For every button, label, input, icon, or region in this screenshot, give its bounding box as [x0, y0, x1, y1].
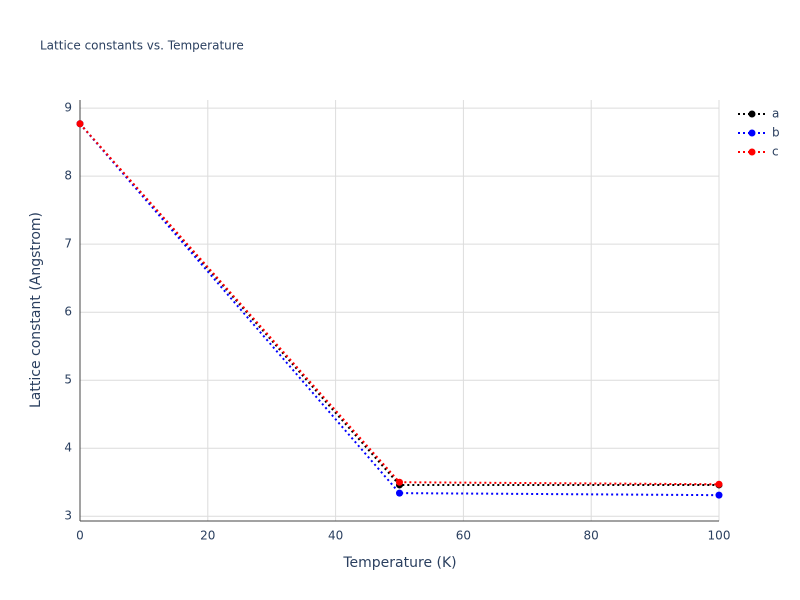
data-point	[715, 480, 723, 488]
series-line	[79, 123, 720, 486]
y-tick-label: 5	[64, 373, 72, 387]
x-tick-label: 20	[200, 529, 215, 543]
x-axis-label: Temperature (K)	[342, 555, 456, 571]
data-point	[76, 120, 84, 128]
y-tick-label: 4	[64, 441, 72, 455]
legend-marker	[748, 129, 756, 137]
y-tick-label: 8	[64, 169, 72, 183]
data-point	[715, 491, 723, 499]
series-line	[79, 123, 720, 497]
x-tick-label: 0	[76, 529, 84, 543]
y-tick-label: 3	[64, 509, 72, 523]
x-tick-label: 100	[708, 529, 731, 543]
legend-label: b	[772, 126, 780, 140]
legend-marker	[748, 110, 756, 118]
data-point	[396, 489, 403, 497]
series-line	[79, 123, 719, 486]
legend-label: a	[772, 107, 779, 121]
y-tick-label: 6	[64, 305, 72, 319]
y-tick-label: 7	[64, 237, 72, 251]
data-point	[396, 478, 403, 486]
y-tick-label: 9	[64, 101, 72, 115]
y-axis-label: Lattice constant (Angstrom)	[28, 212, 44, 408]
x-tick-label: 60	[456, 529, 471, 543]
legend-label: c	[772, 145, 779, 159]
chart-title: Lattice constants vs. Temperature	[40, 39, 244, 53]
legend-marker	[748, 148, 756, 156]
x-tick-label: 80	[584, 529, 599, 543]
x-tick-label: 40	[328, 529, 343, 543]
